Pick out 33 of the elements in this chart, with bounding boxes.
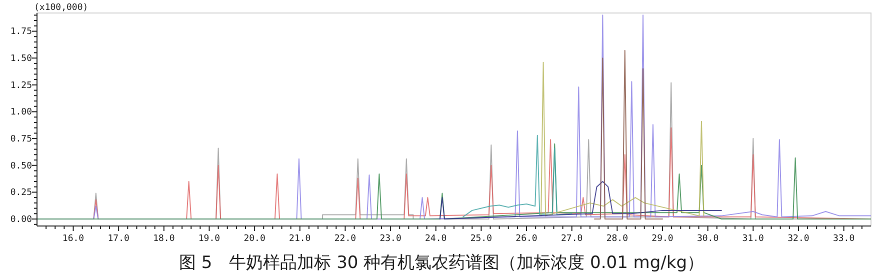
line-series [540, 62, 704, 216]
x-tick-label: 20.0 [244, 234, 266, 244]
x-tick-label: 21.0 [289, 234, 311, 244]
line-series [439, 180, 722, 220]
line-series [594, 50, 663, 220]
x-tick-label: 30.0 [696, 234, 719, 244]
y-tick-label: 1.25 [10, 80, 32, 91]
y-tick-label: 1.50 [10, 54, 32, 64]
x-tick-label: 28.0 [606, 234, 628, 244]
x-tick-label: 25.0 [470, 234, 492, 244]
x-tick-label: 17.0 [108, 234, 130, 244]
x-tick-label: 19.0 [198, 234, 220, 244]
y-tick-label: 0.25 [10, 188, 32, 198]
y-tick-label: 1.00 [10, 108, 32, 118]
y-tick-label: 0.50 [10, 161, 32, 172]
x-tick-label: 16.0 [62, 234, 84, 244]
x-tick-label: 33.0 [832, 234, 855, 244]
y-axis-title: (x100,000) [34, 3, 88, 13]
x-tick-label: 18.0 [153, 234, 175, 244]
x-tick-label: 29.0 [652, 234, 674, 244]
line-series [462, 134, 572, 218]
line-series [37, 143, 871, 220]
x-tick-label: 23.0 [380, 234, 402, 244]
x-tick-label: 27.0 [561, 234, 583, 244]
text: 图 5 牛奶样品加标 30 种有机氯农药谱图（加标浓度 0.01 mg/kg） [178, 253, 704, 273]
y-tick-label: 0.00 [10, 215, 32, 226]
x-tick-label: 32.0 [788, 234, 810, 244]
y-tick-label: 0.75 [10, 134, 32, 145]
x-tick-label: 31.0 [742, 234, 764, 244]
x-tick-label: 26.0 [516, 234, 538, 244]
x-tick-label: 24.0 [425, 234, 447, 244]
x-tick-label: 22.0 [334, 234, 356, 244]
y-tick-label: 1.75 [10, 27, 32, 38]
